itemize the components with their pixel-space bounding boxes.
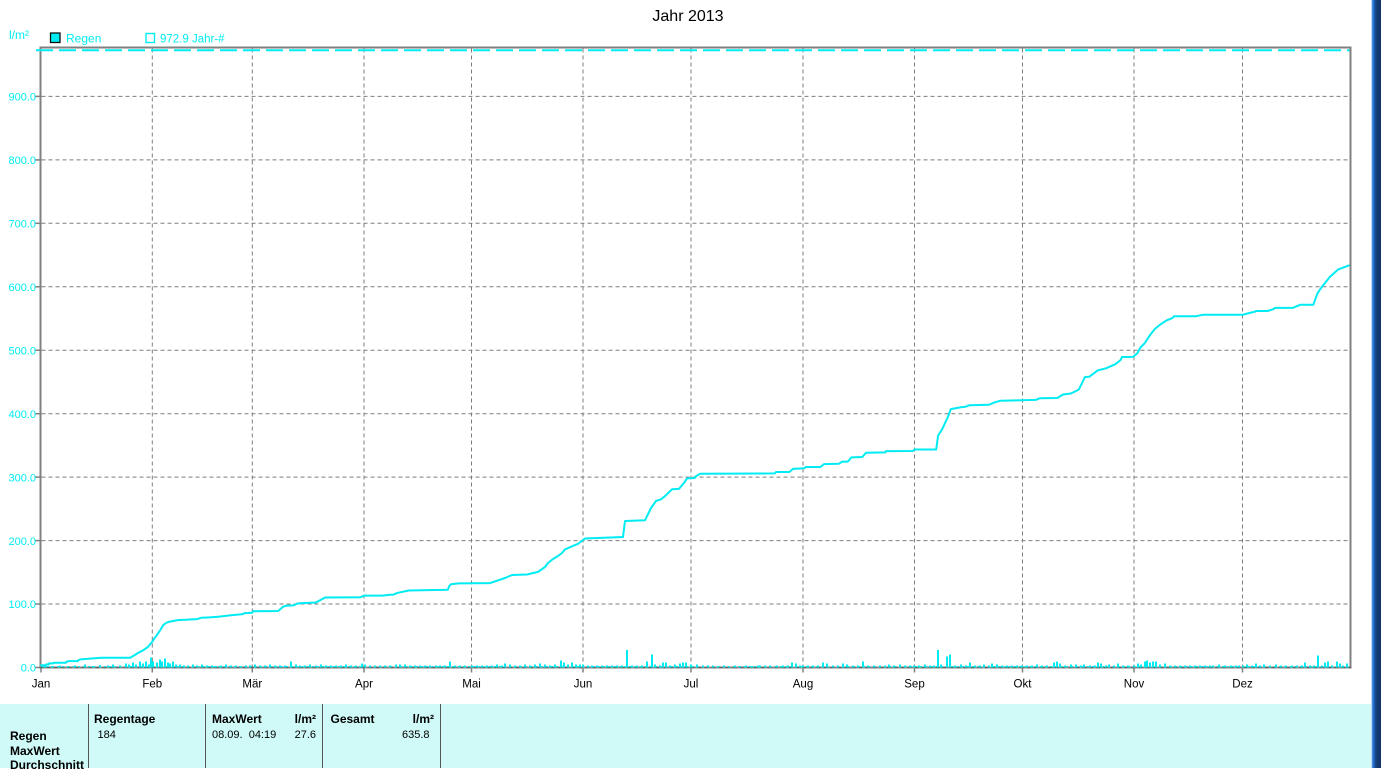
svg-text:100.0: 100.0 <box>8 599 36 611</box>
svg-text:Jun: Jun <box>574 679 593 691</box>
svg-text:Feb: Feb <box>142 679 162 691</box>
svg-text:200.0: 200.0 <box>8 536 36 548</box>
svg-text:Jul: Jul <box>684 679 699 691</box>
svg-text:400.0: 400.0 <box>8 409 36 421</box>
svg-text:Sep: Sep <box>904 679 924 691</box>
svg-text:972.9 Jahr-#: 972.9 Jahr-# <box>160 34 225 46</box>
svg-text:300.0: 300.0 <box>8 472 36 484</box>
svg-text:Dez: Dez <box>1232 679 1253 691</box>
svg-text:Apr: Apr <box>355 679 373 691</box>
svg-text:l/m²: l/m² <box>9 28 29 42</box>
svg-text:Mär: Mär <box>242 679 262 691</box>
svg-text:Regen: Regen <box>66 32 101 46</box>
svg-text:Jahr 2013: Jahr 2013 <box>652 8 723 25</box>
svg-text:Nov: Nov <box>1124 679 1145 691</box>
svg-text:Aug: Aug <box>793 679 813 691</box>
svg-text:Okt: Okt <box>1014 679 1033 691</box>
svg-text:800.0: 800.0 <box>8 155 36 167</box>
svg-text:600.0: 600.0 <box>8 282 36 294</box>
svg-text:0.0: 0.0 <box>21 663 36 675</box>
svg-text:500.0: 500.0 <box>8 345 36 357</box>
svg-text:700.0: 700.0 <box>8 219 36 231</box>
svg-text:900.0: 900.0 <box>8 92 36 104</box>
svg-text:Jan: Jan <box>32 679 51 691</box>
svg-text:Mai: Mai <box>462 679 481 691</box>
